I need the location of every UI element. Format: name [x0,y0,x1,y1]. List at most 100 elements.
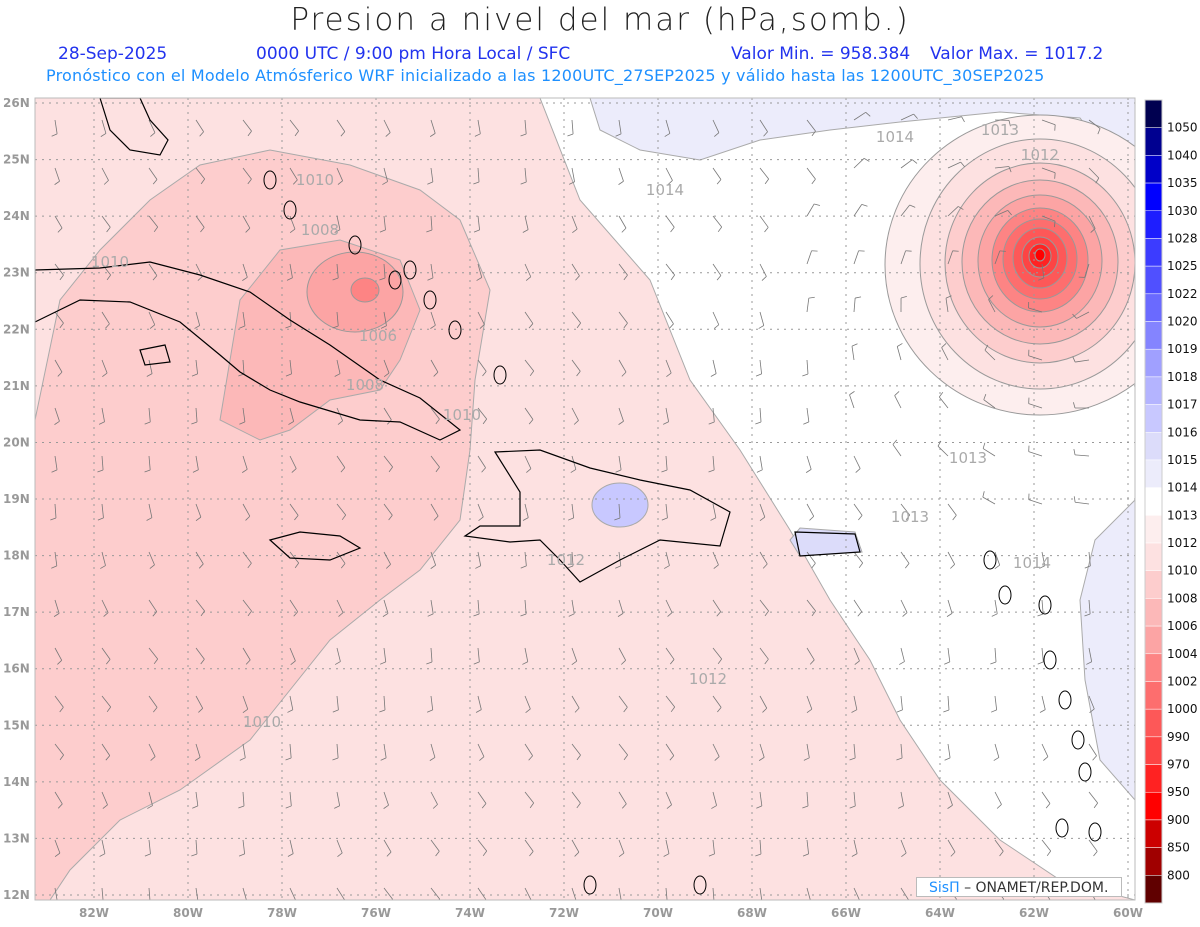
lat-label: 17N [3,605,30,619]
wind-barb-flag [615,565,621,569]
wind-barb-flag [522,517,529,521]
wind-barb [289,887,296,900]
lat-label: 18N [3,549,30,563]
wind-barb [988,299,996,313]
coastline-puerto-rico [794,531,861,557]
wind-barb [524,599,527,614]
wind-barb-flag [146,373,153,377]
forecast-date: 28-Sep-2025 [58,44,168,64]
wind-barb-flag [152,179,158,185]
wind-barb-flag [811,610,816,617]
wind-barb [148,695,158,708]
wind-barb-flag [851,709,858,713]
contour-label: 1012 [689,670,727,688]
wind-barb-flag [1072,356,1076,363]
shade-puerto-rico [789,527,863,557]
wind-barb [712,359,717,374]
wind-barb-flag [713,564,719,569]
wind-barb [524,743,533,756]
wind-barb-flag [242,901,247,904]
wind-barb-flag [294,130,299,137]
wind-barb [148,407,151,422]
wind-barb [759,359,763,374]
wind-barb-flag [708,853,715,857]
wind-barb [712,551,719,566]
wind-barb [571,647,578,662]
wind-barb [524,359,535,372]
colorbar-label: 1015 [1167,453,1198,467]
forecast-time: 0000 UTC / 9:00 pm Hora Local / SFC [256,44,571,64]
wind-barb-flag [144,421,151,425]
wind-barb-flag [568,613,575,617]
min-value: Valor Min. = 958.384 [731,44,911,64]
wind-barb-flag [293,611,298,617]
contour-label: 1010 [296,171,334,189]
wind-barb [759,407,762,422]
colorbar-swatch [1144,155,1163,184]
colorbar-label: 1040 [1167,148,1198,162]
wind-barb [759,599,769,612]
wind-barb [383,311,387,326]
colorbar-swatch [1144,127,1163,156]
wind-barb [148,215,159,228]
wind-barb [665,407,669,422]
colorbar-swatch [1144,293,1163,322]
wind-barb-flag [287,853,294,857]
wind-barb-flag [717,658,723,665]
colorbar-label: 1000 [1167,702,1198,716]
wind-barb [242,263,248,278]
colorbar-swatch [1144,348,1163,378]
wind-barb-flag [990,709,997,713]
wind-barb [853,204,863,217]
wind-barb-flag [194,325,200,329]
wind-barb [1088,551,1091,566]
wind-barb [896,346,902,361]
wind-barb [1088,167,1100,179]
wind-barb-flag [57,660,62,665]
wind-barb-flag [427,181,434,185]
colorbar: 1050 1040 1035 1030 1028 1025 1022 1020 1019 1018… [1144,99,1198,904]
wind-barb-flag [383,372,390,377]
wind-barb-flag [669,323,674,329]
wind-barb-flag [572,228,578,233]
colorbar-label: 1008 [1167,591,1198,605]
wind-barb [54,647,63,661]
wind-barb [571,407,579,421]
colorbar-label: 1020 [1167,315,1198,329]
colorbar-swatch [1144,625,1163,655]
max-value: Valor Max. = 1017.2 [930,44,1104,64]
wind-barb [1041,695,1046,710]
wind-barb-flag [285,805,292,809]
wind-barb [336,791,341,806]
wind-barb-flag [57,803,63,809]
wind-barb [195,647,205,660]
wind-barb-flag [520,613,527,617]
wind-barb [1041,839,1052,852]
wind-barb-flag [1097,128,1101,135]
wind-barb [806,599,816,612]
wind-barb-flag [576,754,581,761]
wind-barb [54,791,63,805]
wind-barb-flag [50,517,57,521]
wind-barb [289,359,292,374]
wind-barb [477,887,487,900]
wind-barb-flag [714,756,720,761]
wind-barb-flag [245,227,251,233]
wind-barb [900,503,911,516]
wind-barb [195,311,201,326]
lon-label: 62W [1019,906,1049,920]
wind-barb [383,407,392,421]
wind-barb-flag [473,181,480,185]
wind-barb-flag [708,469,715,473]
colorbar-label: 990 [1167,730,1190,744]
wind-barb-flag [482,850,488,857]
wind-barb [900,839,907,854]
wind-barb-flag [667,180,673,185]
wind-barb-flag [896,757,903,761]
colorbar-swatch [1144,182,1163,212]
wind-barb-flag [194,757,201,761]
wind-barb [1041,647,1044,662]
wind-barb-flag [525,276,532,281]
island [998,585,1012,605]
colorbar-swatch [1144,819,1163,848]
